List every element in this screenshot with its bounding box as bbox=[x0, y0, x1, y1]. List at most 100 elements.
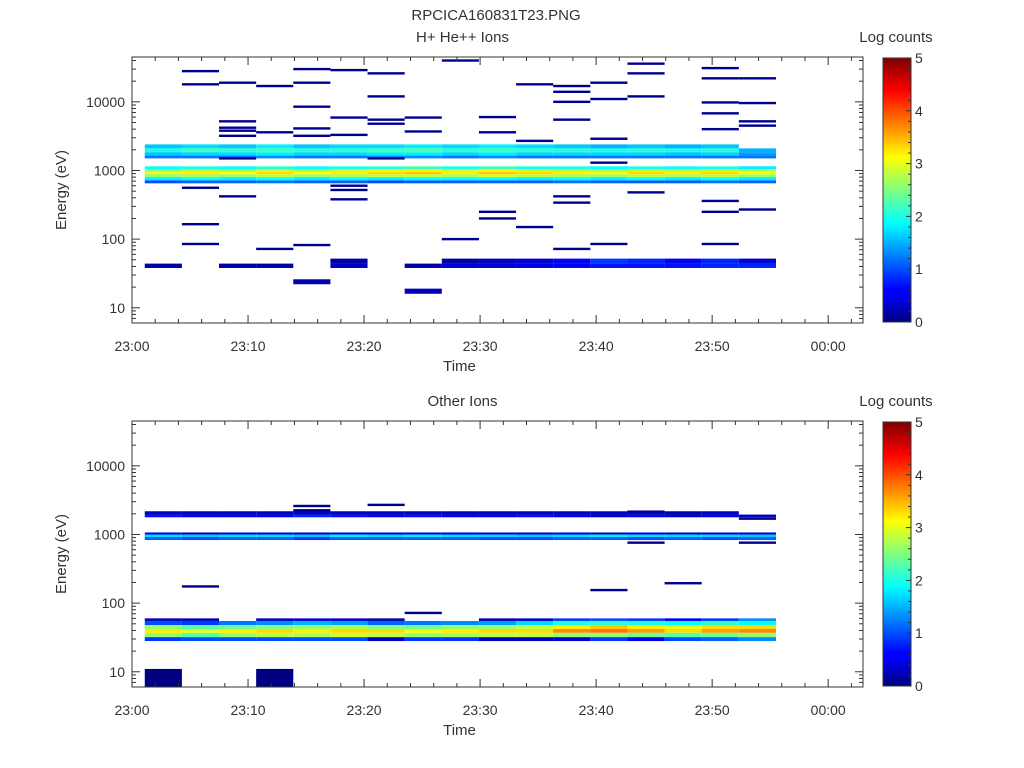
heatmap-cell bbox=[219, 155, 257, 159]
heatmap-cell bbox=[441, 258, 479, 264]
heatmap-cell bbox=[553, 171, 591, 175]
heatmap-cell bbox=[738, 514, 776, 518]
heatmap-cell bbox=[664, 628, 702, 633]
heatmap-cell bbox=[219, 511, 257, 515]
heatmap-cell bbox=[330, 618, 368, 621]
heatmap-cell bbox=[627, 637, 665, 642]
heatmap-cell bbox=[738, 155, 776, 159]
heatmap-cell bbox=[738, 171, 776, 175]
colorbar bbox=[882, 421, 912, 687]
heatmap-cell bbox=[144, 620, 182, 626]
heatmap-cell bbox=[664, 534, 702, 537]
heatmap-cell bbox=[293, 166, 331, 170]
heatmap-cell bbox=[627, 620, 665, 626]
heatmap-cell bbox=[330, 620, 368, 626]
heatmap-cell bbox=[181, 83, 220, 86]
heatmap-cell bbox=[441, 166, 479, 170]
heatmap-cell bbox=[293, 171, 331, 175]
heatmap-cell bbox=[627, 534, 665, 537]
heatmap-cell bbox=[516, 625, 554, 629]
heatmap-cell bbox=[219, 532, 257, 535]
heatmap-cell bbox=[478, 536, 517, 541]
heatmap-cell bbox=[701, 242, 739, 246]
heatmap-cell bbox=[330, 174, 368, 178]
heatmap-cell bbox=[441, 514, 479, 518]
heatmap-cell bbox=[478, 115, 517, 119]
heatmap-cell bbox=[738, 148, 776, 153]
heatmap-cell bbox=[441, 620, 479, 626]
heatmap-cell bbox=[293, 632, 331, 638]
heatmap-cell bbox=[590, 174, 628, 178]
heatmap-cell bbox=[293, 504, 331, 508]
heatmap-cell bbox=[293, 177, 331, 181]
heatmap-cell bbox=[516, 628, 554, 633]
heatmap-cell bbox=[553, 195, 591, 198]
heatmap-cell bbox=[181, 222, 220, 226]
heatmap-cell bbox=[553, 632, 591, 638]
heatmap-cell bbox=[664, 258, 702, 264]
heatmap-cell bbox=[701, 155, 739, 159]
heatmap-cell bbox=[256, 536, 294, 541]
heatmap-cell bbox=[553, 180, 591, 184]
heatmap-cell bbox=[330, 180, 368, 184]
heatmap-cell bbox=[256, 144, 294, 149]
heatmap-cell bbox=[144, 144, 182, 149]
heatmap-cell bbox=[516, 514, 554, 518]
heatmap-cell bbox=[701, 77, 739, 80]
heatmap-cell bbox=[441, 628, 479, 633]
heatmap-cell bbox=[627, 632, 665, 638]
heatmap-cell bbox=[516, 144, 554, 149]
heatmap-cell bbox=[293, 279, 331, 285]
heatmap-cell bbox=[181, 534, 220, 537]
heatmap-cell bbox=[478, 174, 517, 178]
heatmap-cell bbox=[330, 625, 368, 629]
heatmap-cell bbox=[293, 620, 331, 626]
heatmap-cell bbox=[404, 628, 442, 633]
heatmap-cell bbox=[404, 177, 442, 181]
heatmap-cell bbox=[516, 532, 554, 535]
heatmap-cell bbox=[293, 127, 331, 130]
heatmap-cell bbox=[367, 632, 405, 638]
heatmap-cell bbox=[590, 171, 628, 175]
heatmap-cell bbox=[553, 628, 591, 633]
heatmap-cell bbox=[627, 258, 665, 264]
heatmap-cell bbox=[404, 263, 442, 268]
heatmap-cell bbox=[664, 174, 702, 178]
heatmap-cell bbox=[256, 177, 294, 181]
heatmap-cell bbox=[330, 152, 368, 156]
heatmap-cell bbox=[219, 129, 257, 132]
heatmap-cell bbox=[701, 632, 739, 638]
heatmap-cell bbox=[181, 514, 220, 518]
heatmap-cell bbox=[293, 243, 331, 247]
heatmap-cell bbox=[404, 288, 442, 294]
heatmap-cell bbox=[293, 637, 331, 642]
colorbar-tick-label: 1 bbox=[915, 261, 923, 277]
heatmap-cell bbox=[330, 177, 368, 181]
heatmap-cell bbox=[441, 59, 479, 62]
heatmap-cell bbox=[590, 628, 628, 633]
heatmap-cell bbox=[553, 148, 591, 153]
heatmap-cell bbox=[738, 628, 776, 633]
heatmap-cell bbox=[330, 133, 368, 137]
heatmap-cell bbox=[590, 180, 628, 184]
heatmap-cell bbox=[627, 511, 665, 515]
heatmap-cell bbox=[478, 217, 517, 220]
heatmap-cell bbox=[664, 582, 702, 585]
heatmap-cell bbox=[738, 532, 776, 535]
heatmap-cell bbox=[181, 144, 220, 149]
heatmap-cell bbox=[738, 263, 776, 268]
heatmap-cell bbox=[701, 532, 739, 535]
heatmap-cell bbox=[738, 637, 776, 642]
heatmap-cell bbox=[404, 174, 442, 178]
y-tick-label: 10000 bbox=[86, 458, 125, 474]
colorbar-tick-label: 3 bbox=[915, 156, 923, 172]
heatmap-cell bbox=[367, 177, 405, 181]
heatmap-cell bbox=[219, 169, 257, 172]
heatmap-cell bbox=[627, 180, 665, 184]
heatmap-cell bbox=[553, 637, 591, 642]
heatmap-cell bbox=[144, 171, 182, 175]
heatmap-cell bbox=[441, 511, 479, 515]
heatmap-cell bbox=[181, 536, 220, 541]
heatmap-cell bbox=[144, 169, 182, 172]
colorbar-tick-label: 4 bbox=[915, 103, 923, 119]
